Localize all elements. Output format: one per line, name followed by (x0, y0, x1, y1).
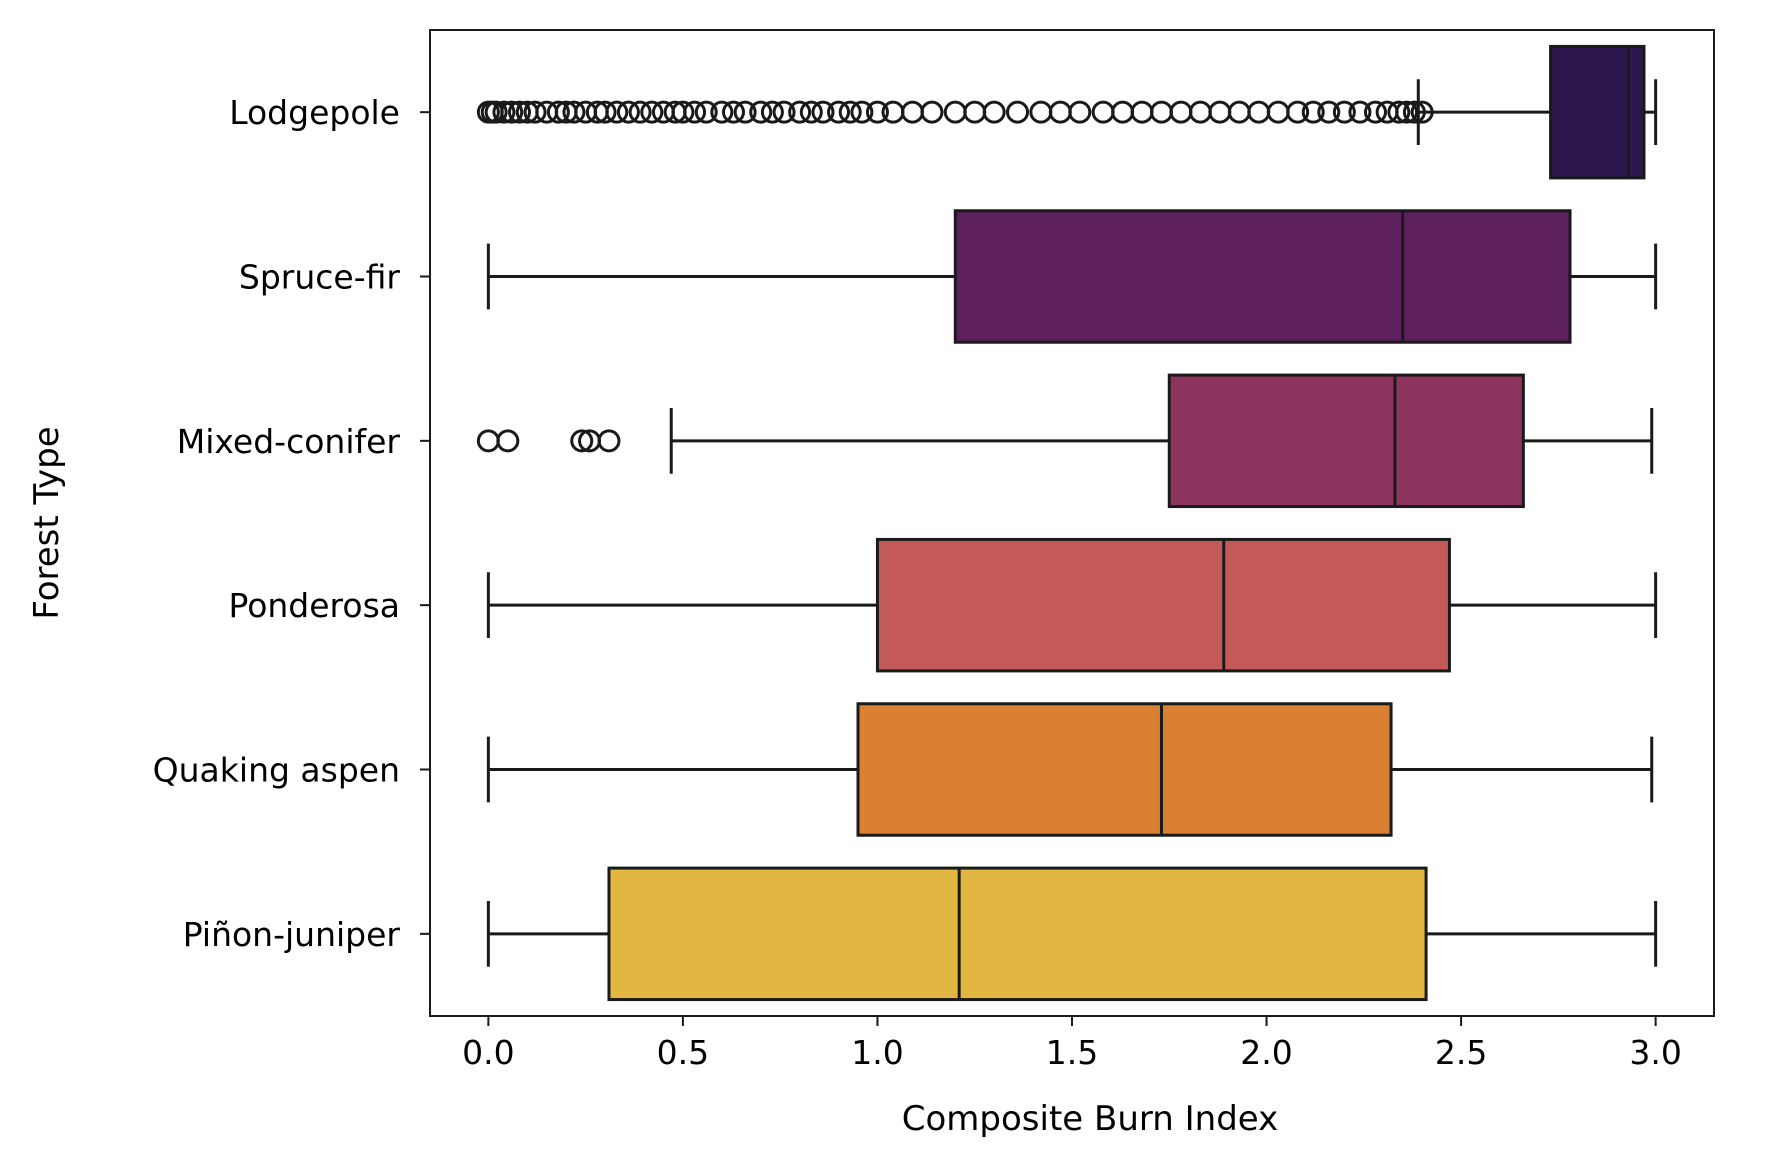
outlier-point (683, 100, 707, 124)
outlier-point (523, 100, 547, 124)
outlier-point (811, 100, 835, 124)
box-group (486, 702, 1654, 837)
outlier-point (671, 100, 695, 124)
box-group (486, 537, 1658, 673)
iqr-box (856, 702, 1393, 837)
outlier-point (710, 100, 734, 124)
outlier-point (1363, 100, 1387, 124)
outlier-point (788, 100, 812, 124)
iqr-box (607, 866, 1428, 1002)
outlier-point (733, 100, 757, 124)
y-tick-label: Mixed-conifer (177, 422, 401, 461)
iqr-box (953, 209, 1572, 344)
outlier-point (865, 100, 889, 124)
x-tick-label: 2.5 (1435, 1033, 1487, 1072)
outlier-point (1029, 100, 1053, 124)
outlier-point (546, 100, 570, 124)
x-tick-label: 0.5 (657, 1033, 709, 1072)
x-axis: 0.0 0.5 1.0 1.5 2.0 2.5 3.0 (462, 1016, 1682, 1072)
outlier-point (1266, 100, 1290, 124)
outlier-point (492, 100, 516, 124)
outlier-point (651, 100, 675, 124)
box-group (476, 44, 1658, 180)
outlier-point (1317, 100, 1341, 124)
outlier-point (1188, 100, 1212, 124)
box-plot-area (476, 44, 1658, 1002)
outlier-point (1395, 100, 1419, 124)
outlier-point (507, 100, 531, 124)
outlier-point (1348, 100, 1372, 124)
outlier-point (838, 100, 862, 124)
outlier-point (900, 100, 924, 124)
outlier-point (605, 100, 629, 124)
x-tick-label: 3.0 (1629, 1033, 1681, 1072)
outlier-point (850, 100, 874, 124)
outlier-point (1387, 100, 1411, 124)
outlier-point (597, 429, 621, 453)
box-group (476, 373, 1654, 509)
outlier-point (1149, 100, 1173, 124)
outlier-point (476, 429, 500, 453)
y-tick-label: Spruce-fir (239, 258, 401, 297)
outlier-point (1208, 100, 1232, 124)
x-tick-label: 0.0 (462, 1033, 514, 1072)
outlier-point (1402, 100, 1426, 124)
outlier-point (827, 100, 851, 124)
y-tick-label: Quaking aspen (153, 751, 400, 790)
outlier-point (1068, 100, 1092, 124)
x-tick-label: 1.5 (1046, 1033, 1098, 1072)
iqr-box (1167, 373, 1525, 509)
outlier-point (1091, 100, 1115, 124)
outlier-point (535, 100, 559, 124)
outlier-point (574, 100, 598, 124)
outlier-point (1286, 100, 1310, 124)
outlier-point (1130, 100, 1154, 124)
outlier-point (963, 100, 987, 124)
outlier-point (1247, 100, 1271, 124)
outlier-point (562, 100, 586, 124)
x-tick-label: 1.0 (851, 1033, 903, 1072)
outlier-point (694, 100, 718, 124)
x-axis-label: Composite Burn Index (902, 1099, 1278, 1139)
outlier-point (1111, 100, 1135, 124)
outlier-point (628, 100, 652, 124)
outlier-point (593, 100, 617, 124)
outlier-point (920, 100, 944, 124)
box-group (486, 866, 1658, 1002)
y-axis: Lodgepole Spruce-fir Mixed-conifer Ponderos… (153, 93, 430, 954)
outlier-point (1410, 100, 1434, 124)
outlier-point (640, 100, 664, 124)
outlier-point (749, 100, 773, 124)
outlier-point (772, 100, 796, 124)
outlier-point (496, 429, 520, 453)
x-tick-label: 2.0 (1240, 1033, 1292, 1072)
y-axis-label: Forest Type (27, 426, 67, 619)
outlier-point (500, 100, 524, 124)
outlier-point (1048, 100, 1072, 124)
iqr-box (875, 537, 1451, 673)
outlier-point (943, 100, 967, 124)
outlier-point (1332, 100, 1356, 124)
outlier-point (1169, 100, 1193, 124)
outlier-point (570, 429, 594, 453)
y-tick-label: Ponderosa (228, 586, 400, 625)
outlier-point (721, 100, 745, 124)
outlier-point (799, 100, 823, 124)
outlier-point (1227, 100, 1251, 124)
outlier-point (982, 100, 1006, 124)
outlier-point (1301, 100, 1325, 124)
outlier-point (1375, 100, 1399, 124)
outlier-point (616, 100, 640, 124)
iqr-box (1549, 44, 1646, 180)
y-tick-label: Lodgepole (229, 93, 400, 132)
y-tick-label: Piñon-juniper (183, 915, 401, 954)
outlier-point (484, 100, 508, 124)
outlier-point (1006, 100, 1030, 124)
box-group (486, 209, 1658, 344)
outlier-point (760, 100, 784, 124)
